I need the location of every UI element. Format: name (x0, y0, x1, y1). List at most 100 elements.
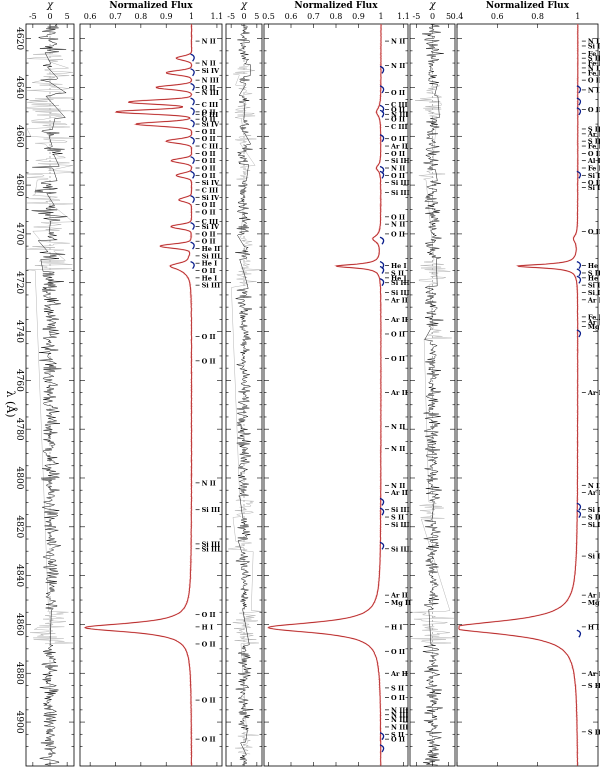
wind-line-marker (190, 136, 195, 145)
line-id-label: O II (202, 238, 216, 246)
wind-line-marker (576, 85, 582, 94)
flux-tick-label: 0.6 (491, 12, 504, 21)
line-id-label: O II (588, 228, 600, 236)
line-id-label: Al II (587, 157, 600, 165)
wavelength-tick-label: 4820 (14, 515, 24, 538)
line-id-label: Si II (588, 282, 600, 290)
residual-tick-label: -5 (29, 12, 37, 21)
line-id-label: Si II (588, 184, 600, 192)
line-id-label: Si II (588, 289, 600, 297)
line-id-label: S II (391, 684, 404, 692)
line-id-label: Si III (202, 545, 221, 553)
line-id-label: Ar II (587, 318, 600, 326)
line-id-label: N III (202, 77, 219, 85)
line-id-label: O II (391, 116, 405, 124)
residual-tick-label: 0 (47, 12, 52, 21)
wind-line-marker (190, 241, 195, 250)
wind-line-marker (576, 629, 582, 638)
line-id-label: Si III (391, 179, 410, 187)
flux-tick-label: 0.9 (352, 12, 365, 21)
line-id-label: Mg II (588, 323, 600, 331)
line-id-label: N II (202, 38, 216, 46)
line-id-label: Si III (202, 252, 221, 260)
wavelength-axis-label: λ (Å) (4, 391, 18, 418)
line-id-label: S II (588, 125, 600, 133)
flux-tick-label: 0.8 (531, 12, 544, 21)
line-id-label: Fe II (588, 60, 600, 68)
line-id-label: Ar II (390, 143, 408, 151)
wind-line-marker (190, 119, 195, 128)
flux-frame (79, 23, 223, 767)
line-id-label: O II (391, 736, 405, 744)
wavelength-tick-label: 4860 (14, 613, 24, 636)
wind-line-marker (576, 261, 582, 270)
flux-tick-label: 0.5 (262, 12, 275, 21)
line-id-label: O II (202, 736, 216, 744)
line-id-label: N III (391, 111, 408, 119)
line-id-label: Ar II (390, 489, 408, 497)
wind-line-marker (576, 509, 582, 519)
line-id-label: O II (202, 135, 216, 143)
wind-line-marker (576, 170, 582, 179)
flux-axis-label: Normalized Flux (109, 1, 193, 11)
line-id-label: N III (391, 706, 408, 714)
wavelength-tick-label: 4800 (14, 467, 24, 490)
flux-tick-label: 1 (189, 12, 194, 21)
line-id-label: S II (588, 728, 600, 736)
wavelength-tick-label: 4900 (14, 711, 24, 734)
line-id-label: Si IV (202, 121, 220, 129)
line-id-label: Si III (391, 521, 410, 529)
wind-line-marker (190, 261, 195, 270)
line-id-label: O II (202, 333, 216, 341)
line-id-label: Si III (391, 506, 410, 514)
residual-tick-label: -5 (227, 12, 235, 21)
line-id-label: Si III (391, 189, 410, 197)
line-id-label: Si II (588, 506, 600, 514)
wavelength-tick-label: 4760 (14, 369, 24, 392)
residual-masked-trace (26, 53, 74, 645)
flux-tick-label: 1.1 (211, 12, 224, 21)
residual-masked-trace (410, 84, 455, 645)
wavelength-tick-label: 4680 (14, 174, 24, 197)
line-id-label: Si III (202, 282, 221, 290)
flux-tick-label: 0.7 (109, 12, 122, 21)
line-id-label: N II (391, 221, 405, 229)
wavelength-tick-label: 4660 (14, 125, 24, 148)
line-id-label: Ar II (587, 130, 600, 138)
wind-line-marker (576, 502, 582, 511)
line-id-label: O II (202, 611, 216, 619)
line-id-label: O II (391, 106, 405, 114)
wavelength-tick-label: 4620 (14, 27, 24, 50)
line-id-label: O II (391, 355, 405, 363)
line-id-label: O II (202, 84, 216, 92)
line-id-label: N II (391, 38, 405, 46)
wind-line-marker (379, 236, 385, 245)
line-id-label: H I (588, 623, 599, 631)
wavelength-tick-label: 4740 (14, 320, 24, 343)
line-id-label: O II (202, 116, 216, 124)
residual-trace (235, 24, 254, 766)
line-id-label: He II (202, 245, 221, 253)
line-id-label: Si II (588, 553, 600, 561)
wavelength-tick-label: 4700 (14, 222, 24, 245)
line-id-label: Fe II (588, 313, 600, 321)
line-id-label: N II (391, 62, 405, 70)
line-id-label: S II (391, 269, 404, 277)
observed-spectrum (267, 23, 383, 766)
wind-line-marker (379, 170, 385, 179)
flux-tick-label: 0.7 (307, 12, 320, 21)
line-id-label: Ar II (587, 592, 600, 600)
line-id-label: O II (202, 157, 216, 165)
observed-spectrum (457, 23, 580, 766)
line-id-label: C III (202, 101, 219, 109)
line-id-label: Ar II (390, 389, 408, 397)
wavelength-tick-label: 4640 (14, 76, 24, 99)
line-id-label: C III (202, 143, 219, 151)
line-id-label: S II (588, 55, 600, 63)
wind-line-marker (190, 107, 195, 116)
line-id-label: Fe II (588, 50, 600, 58)
line-id-label: N II (391, 423, 405, 431)
flux-tick-label: 0.8 (134, 12, 147, 21)
